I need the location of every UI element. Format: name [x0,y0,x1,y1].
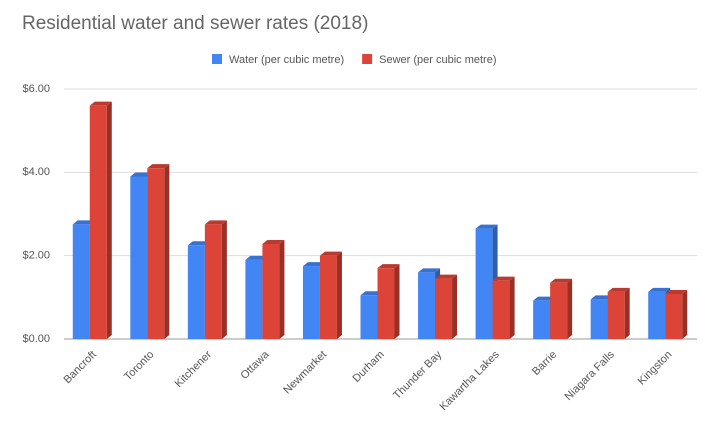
bar [607,291,625,339]
y-tick-label: $4.00 [22,166,50,178]
bar-top [147,164,170,169]
bar-top [89,101,112,106]
bar [130,176,148,339]
bar [72,224,90,339]
bar-top [187,241,210,246]
bar [89,105,107,340]
bar-top [648,287,671,292]
bar [187,245,205,339]
y-tick-label: $6.00 [22,83,50,95]
bar-top [665,290,688,294]
chart-title: Residential water and sewer rates (2018) [22,13,368,34]
bar [590,299,608,339]
bar-top [533,296,556,301]
bar-top [245,255,268,260]
bar [204,224,222,339]
y-tick-label: $2.00 [22,250,50,262]
bar-side [221,220,227,339]
bar [302,266,320,339]
bar-side [394,264,400,339]
bar [550,282,568,339]
bar [492,280,510,339]
bar [435,278,453,339]
bar-top [435,274,458,279]
bar [665,294,683,339]
bar-top [302,262,325,267]
bar [360,295,378,339]
bar [533,300,551,339]
bar [377,268,395,339]
bar-top [475,224,498,229]
bar-side [106,101,112,340]
bar-side [452,274,458,339]
bar-top [492,276,515,281]
bar-top [319,251,342,256]
bar-side [509,276,515,339]
bar-top [204,220,227,225]
bar [648,291,666,339]
bar-top [130,172,153,177]
bar-top [550,278,573,283]
bar [418,272,436,339]
bar-side [164,164,170,339]
bar-side [336,251,342,339]
bar-top [590,295,613,300]
legend-label: Water (per cubic metre) [229,54,344,66]
bar-side [567,278,573,339]
bar-top [360,291,383,296]
bar [147,168,165,339]
y-tick-label: $0.00 [22,333,50,345]
bar-side [279,240,285,339]
bar [319,255,337,339]
bar-top [607,287,630,292]
bar [262,244,280,339]
bar-side [682,290,688,339]
bar [475,228,493,339]
legend-label: Sewer (per cubic metre) [379,54,496,66]
bar [245,259,263,339]
bar-top [262,240,285,244]
bar-side [624,287,630,339]
bar-top [418,268,441,273]
legend-swatch [212,54,222,64]
bar-top [72,220,95,225]
legend-swatch [362,54,373,64]
bar-top [377,264,400,269]
